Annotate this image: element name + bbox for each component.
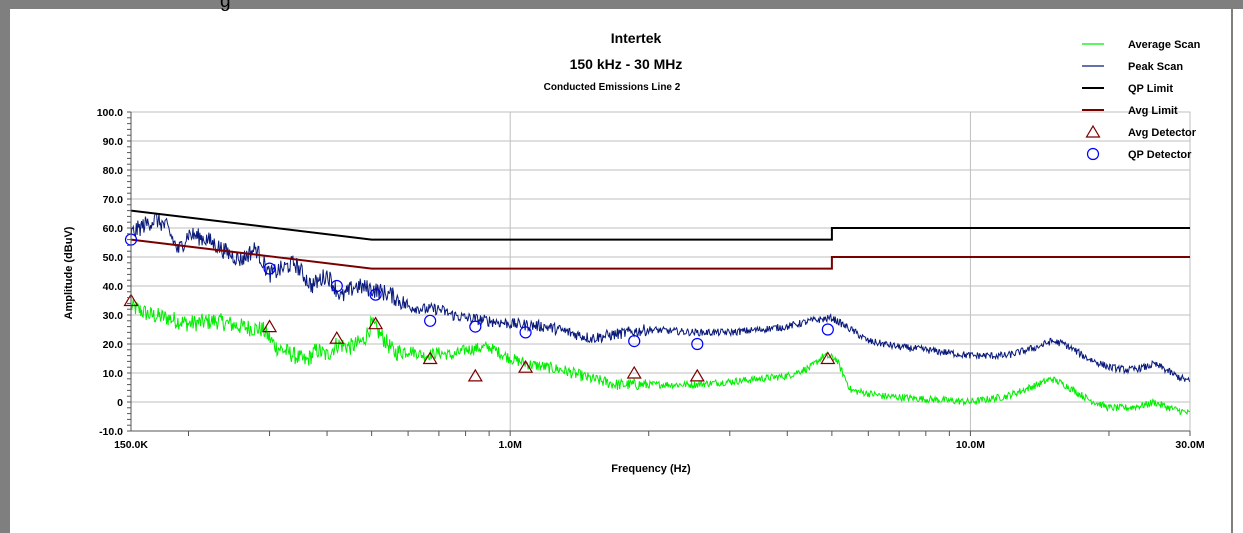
legend-label: Avg Detector	[1128, 127, 1197, 139]
avg-detector-point	[518, 360, 534, 373]
x-axis-label: Frequency (Hz)	[611, 463, 691, 475]
legend-label: Peak Scan	[1128, 61, 1183, 73]
y-tick-label: 50.0	[103, 252, 124, 264]
x-tick-label: 30.0M	[1175, 439, 1204, 451]
qp-detector-point	[369, 288, 382, 301]
legend-label: Average Scan	[1128, 39, 1201, 51]
y-tick-label: -10.0	[99, 426, 123, 438]
window-caption-fragment: g	[220, 0, 231, 12]
avg-detector-point	[261, 319, 278, 333]
x-tick-label: 150.0K	[114, 439, 148, 451]
avg-detector-point	[689, 368, 705, 382]
chart-series	[123, 209, 1190, 416]
chart-subtitle: 150 kHz - 30 MHz	[570, 56, 683, 72]
legend-label: QP Limit	[1128, 83, 1173, 95]
chart-grid	[130, 111, 1191, 432]
y-axis-label: Amplitude (dBuV)	[63, 226, 75, 319]
y-tick-label: 100.0	[97, 107, 123, 119]
chart-legend: Average Scan Peak Scan QP Limit Avg Limit Av…	[1082, 39, 1201, 161]
y-tick-label: 30.0	[103, 310, 124, 322]
y-tick-label: 0	[117, 397, 123, 409]
chart-title: Intertek	[611, 30, 662, 46]
series-average-scan	[131, 298, 1190, 416]
y-tick-label: 20.0	[103, 339, 124, 351]
qp-detector-point	[519, 326, 532, 339]
x-tick-label: 10.0M	[956, 439, 985, 451]
series-qp-limit	[131, 209, 1190, 241]
avg-detector-point	[368, 316, 384, 330]
y-tick-label: 60.0	[103, 223, 124, 235]
window-right-border	[1231, 9, 1233, 533]
avg-detector-point	[626, 365, 642, 379]
legend-label: QP Detector	[1128, 149, 1192, 161]
avg-detector-point	[467, 368, 483, 382]
chart-subtitle-2: Conducted Emissions Line 2	[544, 82, 681, 93]
series-peak-scan	[131, 213, 1190, 383]
y-tick-label: 10.0	[103, 368, 124, 380]
qp-detector-point	[263, 262, 276, 275]
qp-detector-point	[691, 337, 704, 351]
avg-detector-point	[820, 351, 836, 365]
qp-detector-point	[821, 323, 834, 336]
x-tick-label: 1.0M	[499, 439, 523, 451]
y-tick-label: 40.0	[103, 281, 124, 293]
avg-detector-point	[422, 351, 438, 365]
window-top-border	[0, 0, 1243, 9]
legend-triangle-icon	[1085, 124, 1101, 138]
avg-detector-point	[329, 331, 345, 344]
y-tick-label: 80.0	[103, 165, 124, 177]
y-tick-label: 70.0	[103, 194, 124, 206]
qp-detector-point	[469, 320, 482, 333]
series-avg-limit	[131, 238, 1190, 270]
y-tick-label: 90.0	[103, 136, 124, 148]
legend-circle-icon	[1086, 147, 1100, 161]
qp-detector-point	[424, 314, 437, 327]
chart-axes: 100.0 90.0 80.0 70.0 60.0 50.0 40.0 30.0 20.0 10.…	[97, 107, 1205, 451]
qp-detector-point	[628, 335, 641, 348]
legend-label: Avg Limit	[1128, 105, 1178, 117]
window-left-border	[0, 0, 10, 533]
qp-detector-point	[330, 279, 343, 293]
plot-area	[130, 111, 1191, 432]
